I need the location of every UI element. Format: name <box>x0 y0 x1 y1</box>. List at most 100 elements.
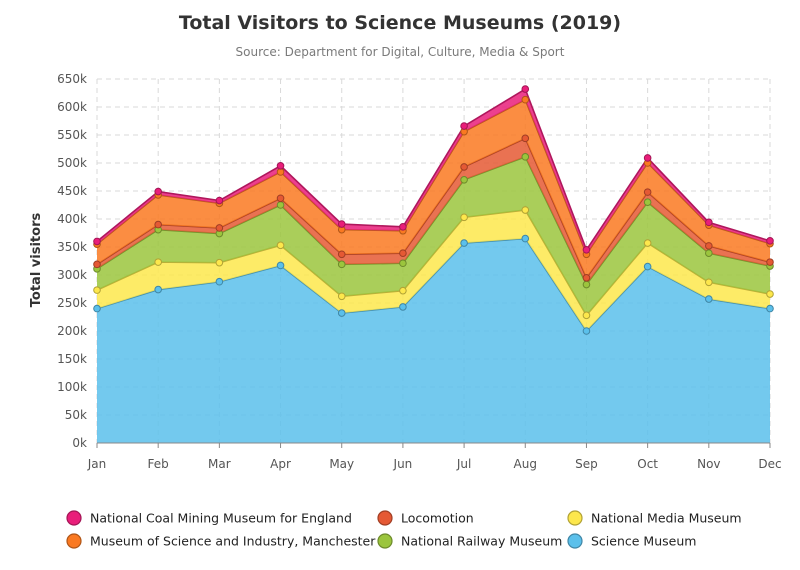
point-national-media-museum[interactable] <box>399 286 407 295</box>
point-science-museum[interactable] <box>766 304 774 313</box>
area-national-railway-museum <box>97 156 770 316</box>
x-tick-label: Mar <box>208 457 231 471</box>
y-tick-label: 300k <box>57 268 87 282</box>
legend-item[interactable]: National Coal Mining Museum for England <box>66 510 352 526</box>
legend-marker <box>377 510 393 526</box>
y-tick-label: 200k <box>57 324 87 338</box>
point-national-coal-mining-museum-for-england[interactable] <box>643 154 652 162</box>
point-museum-of-science-and-industry-manchester[interactable] <box>276 168 285 176</box>
point-science-museum[interactable] <box>93 304 101 313</box>
y-tick-label: 600k <box>57 100 87 114</box>
legend-item[interactable]: Locomotion <box>377 510 474 526</box>
point-locomotion[interactable] <box>93 260 101 269</box>
point-national-coal-mining-museum-for-england[interactable] <box>276 162 285 170</box>
point-national-media-museum[interactable] <box>93 286 101 294</box>
x-tick-label: Feb <box>148 457 169 471</box>
point-national-coal-mining-museum-for-england[interactable] <box>93 237 101 246</box>
point-locomotion[interactable] <box>215 224 224 232</box>
point-locomotion[interactable] <box>643 188 652 196</box>
point-locomotion[interactable] <box>399 249 407 257</box>
axes: 0k 50k 100k 150k 200k 250k 300k 350k 400k 450k 500… <box>57 72 781 471</box>
legend-item[interactable]: National Media Museum <box>567 510 742 526</box>
area-science-museum <box>97 238 770 443</box>
x-tick-label: Nov <box>697 457 720 471</box>
point-locomotion[interactable] <box>276 194 285 203</box>
point-national-media-museum[interactable] <box>215 258 224 267</box>
point-science-museum[interactable] <box>399 303 407 311</box>
point-national-media-museum[interactable] <box>460 213 468 222</box>
point-national-coal-mining-museum-for-england[interactable] <box>337 220 346 228</box>
x-tick-label: Jan <box>87 457 107 471</box>
point-locomotion[interactable] <box>154 220 162 229</box>
point-national-railway-museum[interactable] <box>643 198 652 206</box>
legend-item[interactable]: National Railway Museum <box>377 533 562 549</box>
point-national-railway-museum[interactable] <box>276 201 285 209</box>
legend-item[interactable]: Museum of Science and Industry, Manchest… <box>66 533 376 549</box>
point-science-museum[interactable] <box>705 295 713 303</box>
point-national-railway-museum[interactable] <box>337 260 346 269</box>
legend-marker <box>66 533 82 549</box>
y-tick-label: 650k <box>57 72 87 86</box>
x-tick-label: Apr <box>270 457 291 471</box>
point-national-railway-museum[interactable] <box>521 153 530 161</box>
point-national-media-museum[interactable] <box>154 258 162 266</box>
legend-marker <box>66 510 82 526</box>
point-locomotion[interactable] <box>460 163 468 171</box>
legend-label: Science Museum <box>591 534 696 549</box>
point-national-media-museum[interactable] <box>582 311 591 320</box>
point-locomotion[interactable] <box>582 274 591 282</box>
point-national-railway-museum[interactable] <box>582 280 591 289</box>
y-tick-label: 100k <box>57 380 87 394</box>
point-national-coal-mining-museum-for-england[interactable] <box>705 218 713 227</box>
chart-subtitle: Source: Department for Digital, Culture,… <box>236 45 565 59</box>
point-national-media-museum[interactable] <box>766 290 774 298</box>
point-national-coal-mining-museum-for-england[interactable] <box>521 85 530 93</box>
x-tick-label: Oct <box>637 457 658 471</box>
point-national-coal-mining-museum-for-england[interactable] <box>582 246 591 254</box>
point-national-media-museum[interactable] <box>337 292 346 301</box>
point-national-railway-museum[interactable] <box>399 259 407 268</box>
point-locomotion[interactable] <box>337 250 346 259</box>
point-national-coal-mining-museum-for-england[interactable] <box>766 237 774 245</box>
point-museum-of-science-and-industry-manchester[interactable] <box>521 95 530 104</box>
legend-item[interactable]: Science Museum <box>567 533 696 549</box>
point-science-museum[interactable] <box>521 234 530 243</box>
point-national-coal-mining-museum-for-england[interactable] <box>215 196 224 205</box>
point-national-media-museum[interactable] <box>705 278 713 287</box>
point-science-museum[interactable] <box>337 309 346 317</box>
point-science-museum[interactable] <box>582 327 591 335</box>
legend: National Coal Mining Museum for England L… <box>66 510 742 549</box>
y-tick-label: 550k <box>57 128 87 142</box>
point-locomotion[interactable] <box>766 258 774 266</box>
area-locomotion <box>97 138 770 285</box>
point-national-media-museum[interactable] <box>643 239 652 247</box>
point-national-coal-mining-museum-for-england[interactable] <box>460 122 468 130</box>
point-national-media-museum[interactable] <box>521 206 530 214</box>
point-national-coal-mining-museum-for-england[interactable] <box>154 187 162 196</box>
y-tick-label: 150k <box>57 352 87 366</box>
legend-label: Locomotion <box>401 511 474 526</box>
legend-label: National Railway Museum <box>401 534 562 549</box>
point-national-coal-mining-museum-for-england[interactable] <box>399 223 407 231</box>
x-tick-label: Dec <box>758 457 781 471</box>
point-science-museum[interactable] <box>460 239 468 247</box>
point-national-railway-museum[interactable] <box>705 249 713 257</box>
y-tick-label: 500k <box>57 156 87 170</box>
point-national-railway-museum[interactable] <box>460 176 468 184</box>
point-locomotion[interactable] <box>521 134 530 143</box>
legend-marker <box>567 510 583 526</box>
line-national-coal-mining-museum-for-england <box>96 87 771 252</box>
point-science-museum[interactable] <box>276 261 285 270</box>
x-tick-label: Jul <box>456 457 471 471</box>
point-locomotion[interactable] <box>705 242 713 250</box>
point-science-museum[interactable] <box>643 262 652 271</box>
y-tick-label: 250k <box>57 296 87 310</box>
point-science-museum[interactable] <box>215 277 224 286</box>
point-national-media-museum[interactable] <box>276 241 285 250</box>
legend-label: National Media Museum <box>591 511 742 526</box>
legend-label: Museum of Science and Industry, Manchest… <box>90 534 376 549</box>
legend-label: National Coal Mining Museum for England <box>90 511 352 526</box>
x-tick-label: Aug <box>514 457 537 471</box>
point-science-museum[interactable] <box>154 285 162 294</box>
